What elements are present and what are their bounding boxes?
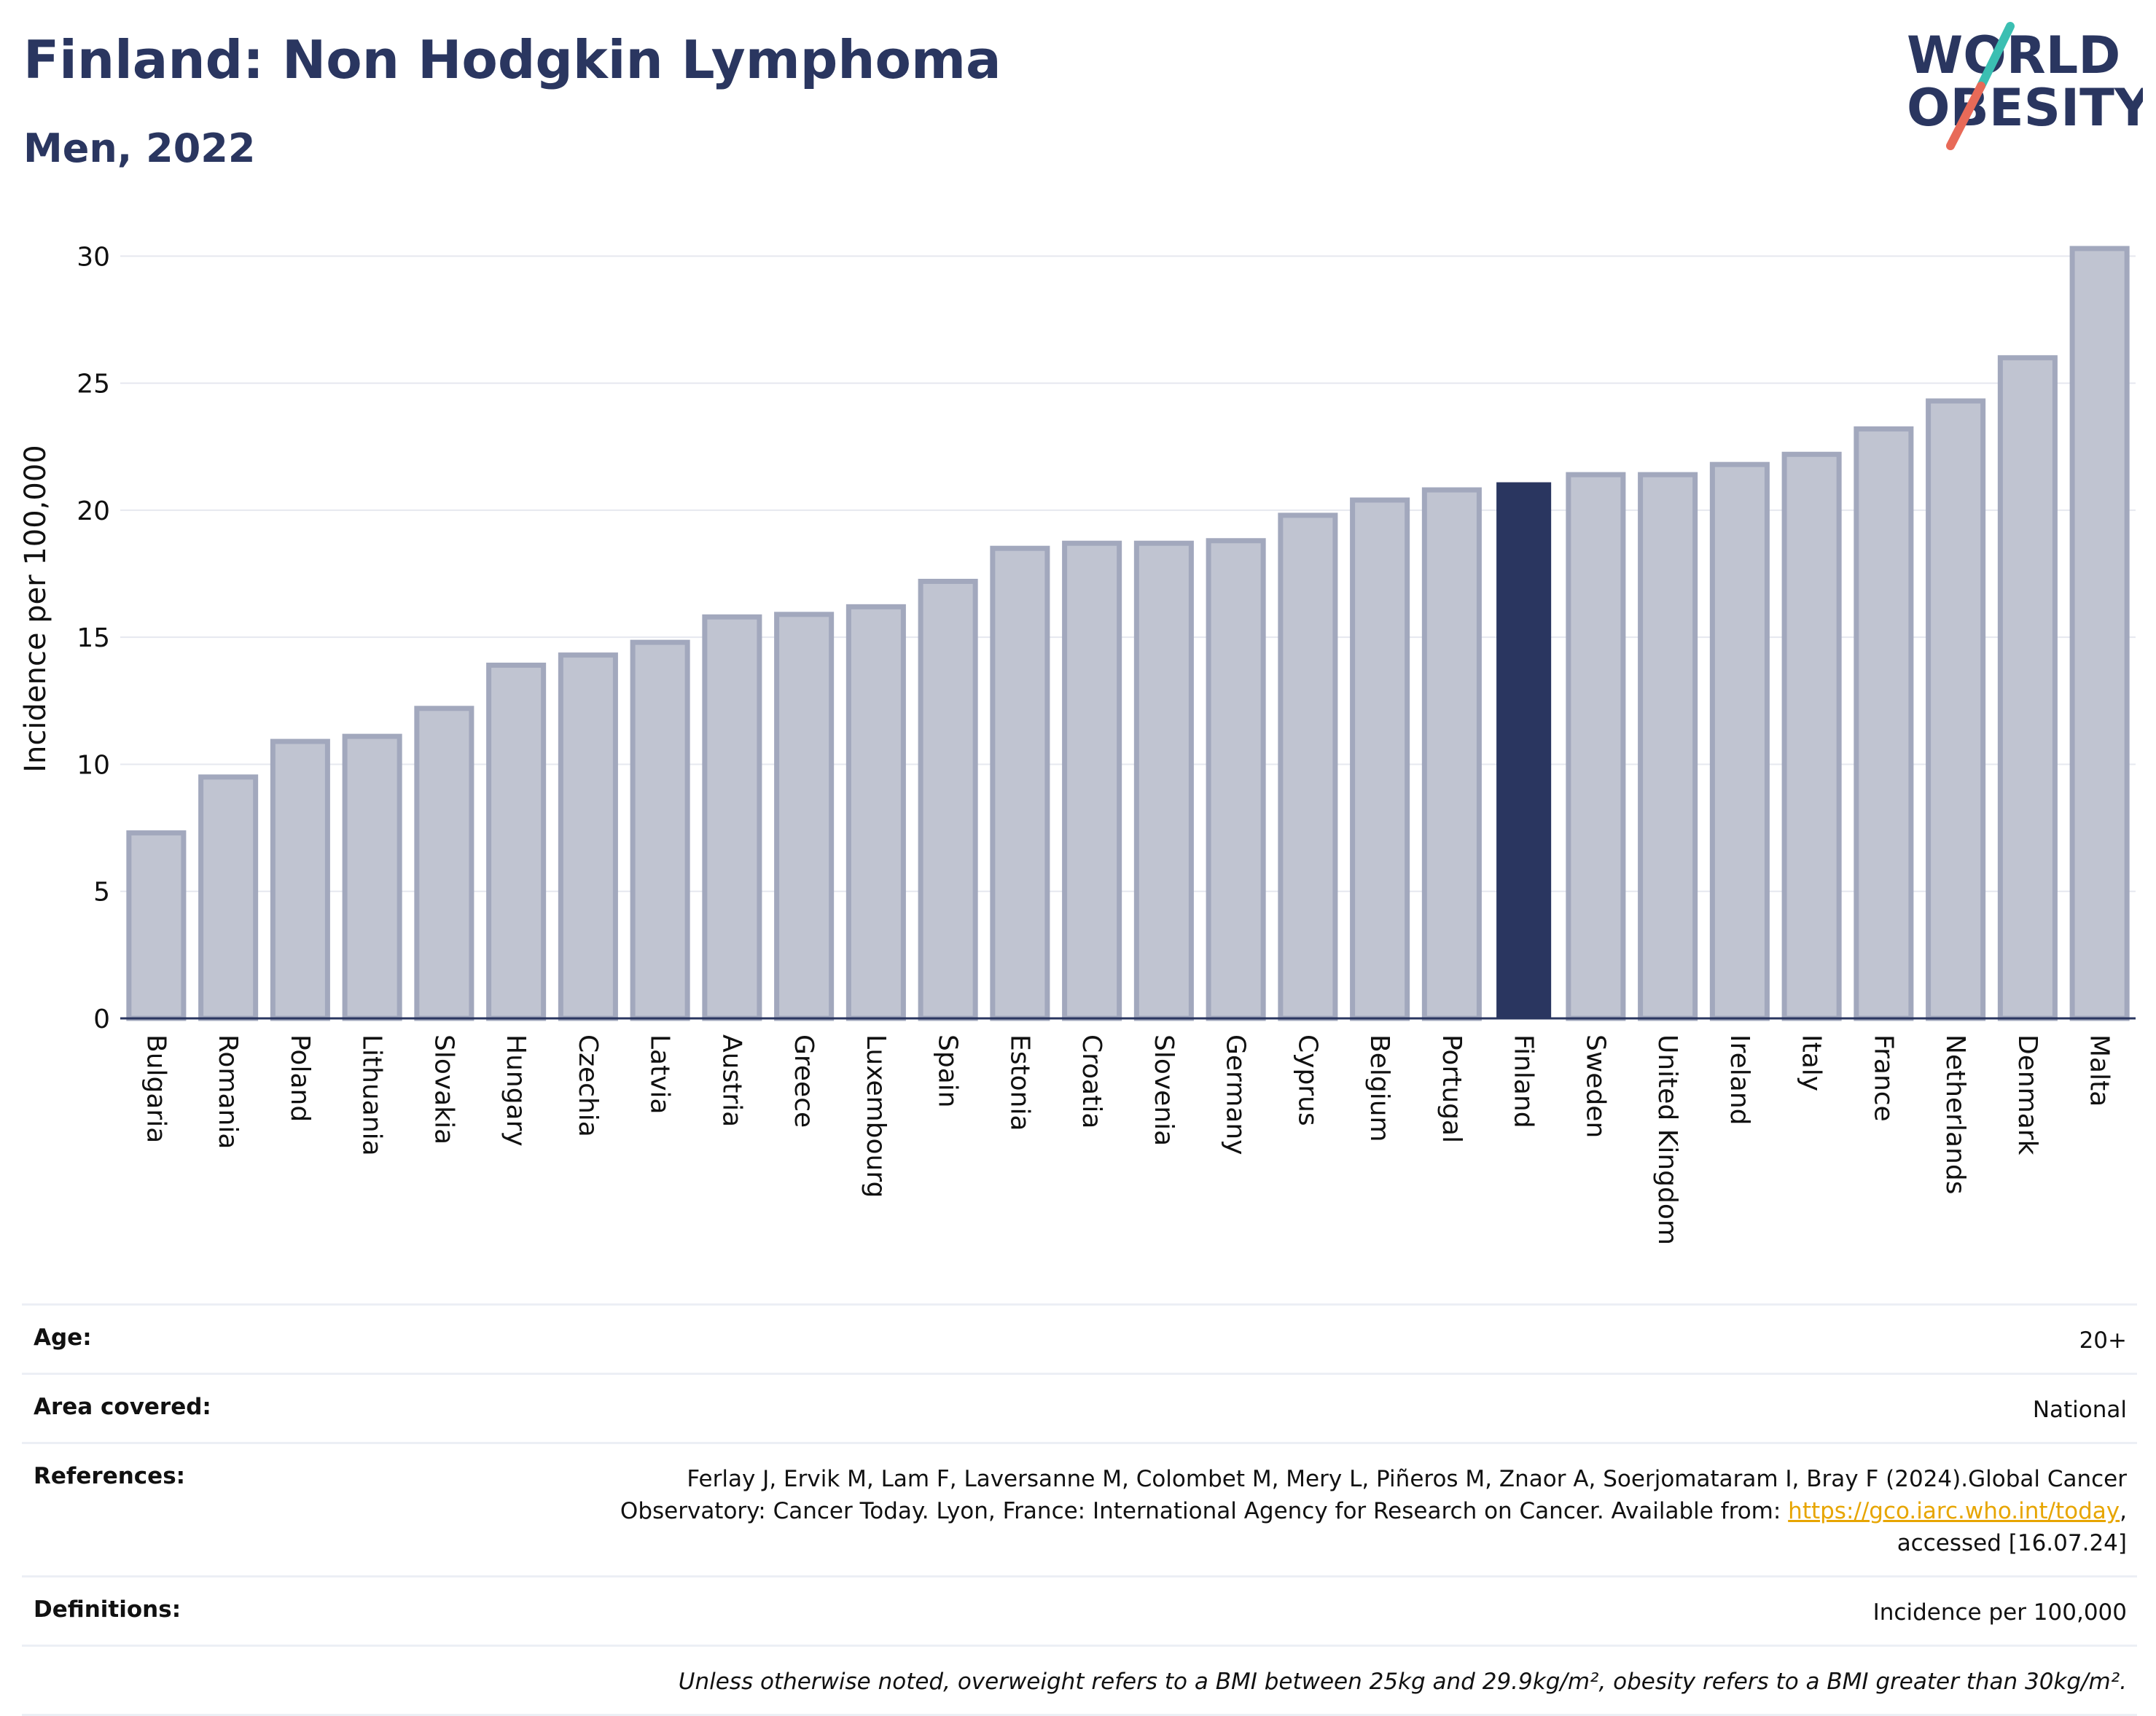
references-label: References: [34, 1463, 186, 1489]
bar-slovakia [414, 706, 474, 1021]
y-axis-title: Incidence per 100,000 [19, 445, 52, 773]
x-tick-label: Croatia [1077, 1034, 1106, 1128]
bar-poland [270, 738, 330, 1021]
references-suffix: , accessed [16.07.24] [1897, 1498, 2127, 1556]
x-tick-label: Portugal [1437, 1034, 1466, 1143]
y-tick-label: 15 [77, 623, 110, 653]
bars [126, 246, 2130, 1021]
info-table: Age: 20+ Area covered: National Referenc… [22, 1303, 2137, 1716]
definitions-label: Definitions: [34, 1596, 181, 1623]
info-row-definitions: Definitions: Incidence per 100,000 [22, 1575, 2137, 1645]
references-value: Ferlay J, Ervik M, Lam F, Laversanne M, … [582, 1463, 2127, 1559]
bar-greece [774, 612, 835, 1021]
x-tick-label: Malta [2085, 1034, 2114, 1107]
x-tick-label: Hungary [501, 1034, 531, 1147]
bar-sweden [1566, 472, 1626, 1021]
x-tick-label: France [1868, 1034, 1898, 1122]
bar-estonia [990, 545, 1050, 1021]
x-tick-label: Spain [933, 1034, 963, 1108]
x-tick-label: Romania [213, 1034, 243, 1149]
age-label: Age: [34, 1325, 92, 1351]
axes: 0 5 10 15 20 25 30 Bulgaria Romania Poland Lithuan… [77, 242, 2136, 1245]
info-row-area: Area covered: National [22, 1373, 2137, 1442]
chart-subtitle: Men, 2022 [23, 125, 256, 171]
area-value: National [2032, 1397, 2127, 1423]
x-tick-label: Czechia [573, 1034, 603, 1137]
y-tick-label: 30 [77, 242, 110, 272]
bar-united-kingdom [1638, 472, 1698, 1021]
logo-text-world: WORLD [1907, 26, 2120, 85]
x-tick-label: Lithuania [357, 1034, 387, 1156]
definitions-value: Incidence per 100,000 [1872, 1599, 2127, 1626]
bar-bulgaria [126, 830, 187, 1021]
bar-spain [918, 579, 978, 1021]
bar-lithuania [342, 733, 402, 1021]
x-tick-label: Sweden [1580, 1034, 1610, 1138]
y-tick-label: 5 [93, 878, 110, 908]
world-obesity-logo: WORLD OBESITY [1907, 22, 2143, 150]
bar-chart: 0 5 10 15 20 25 30 Bulgaria Romania Poland Lithuan… [19, 242, 2136, 1245]
bar-italy [1781, 451, 1842, 1021]
x-tick-label: Cyprus [1292, 1034, 1322, 1126]
area-label: Area covered: [34, 1394, 211, 1420]
bar-cyprus [1278, 512, 1338, 1021]
x-tick-label: Slovenia [1149, 1034, 1179, 1146]
age-value: 20+ [2079, 1327, 2127, 1354]
bar-ireland [1709, 461, 1770, 1021]
bar-romania [198, 774, 259, 1021]
x-tick-label: Finland [1509, 1034, 1539, 1128]
logo-slash-bottom [1946, 82, 1985, 150]
bar-austria [702, 614, 762, 1021]
x-tick-label: Denmark [2012, 1034, 2042, 1155]
logo-text-obesity: OBESITY [1907, 78, 2143, 138]
bar-belgium [1350, 497, 1410, 1021]
logo-slash-top [1977, 22, 2015, 90]
x-tick-label: Luxembourg [861, 1034, 891, 1198]
x-tick-label: Poland [285, 1034, 315, 1122]
x-tick-label: Latvia [645, 1034, 675, 1115]
info-row-note: Unless otherwise noted, overweight refer… [22, 1645, 2137, 1716]
bar-denmark [1997, 355, 2058, 1021]
bar-croatia [1062, 540, 1122, 1021]
bar-finland [1496, 482, 1552, 1018]
bar-france [1854, 426, 1914, 1021]
bar-hungary [486, 663, 547, 1021]
bar-malta [2069, 246, 2130, 1021]
bmi-note: Unless otherwise noted, overweight refer… [678, 1669, 2127, 1695]
x-tick-label: Estonia [1004, 1034, 1034, 1131]
bar-luxembourg [845, 604, 906, 1021]
x-tick-label: Italy [1797, 1034, 1827, 1091]
references-link[interactable]: https://gco.iarc.who.int/today [1788, 1498, 2120, 1524]
y-tick-label: 10 [77, 750, 110, 780]
x-tick-label: Greece [789, 1034, 819, 1128]
bar-slovenia [1133, 540, 1194, 1021]
y-tick-label: 20 [77, 496, 110, 526]
chart-title: Finland: Non Hodgkin Lymphoma [23, 29, 1001, 90]
x-tick-label: Bulgaria [141, 1034, 171, 1143]
references-text: Ferlay J, Ervik M, Lam F, Laversanne M, … [620, 1466, 2127, 1524]
x-tick-label: Austria [716, 1034, 746, 1127]
x-tick-label: Netherlands [1940, 1034, 1970, 1194]
y-tick-label: 25 [77, 370, 110, 399]
y-tick-label: 0 [93, 1005, 110, 1034]
x-tick-label: Slovakia [429, 1034, 458, 1144]
x-tick-label: United Kingdom [1652, 1034, 1682, 1245]
bar-portugal [1421, 487, 1482, 1021]
bar-germany [1206, 538, 1266, 1021]
info-row-age: Age: 20+ [22, 1303, 2137, 1373]
bar-czechia [558, 652, 618, 1021]
info-row-references: References: Ferlay J, Ervik M, Lam F, La… [22, 1442, 2137, 1575]
bar-netherlands [1926, 398, 1986, 1021]
x-tick-label: Belgium [1364, 1034, 1394, 1142]
x-tick-label: Germany [1221, 1034, 1251, 1155]
x-tick-label: Ireland [1725, 1034, 1754, 1126]
bar-latvia [630, 639, 690, 1021]
